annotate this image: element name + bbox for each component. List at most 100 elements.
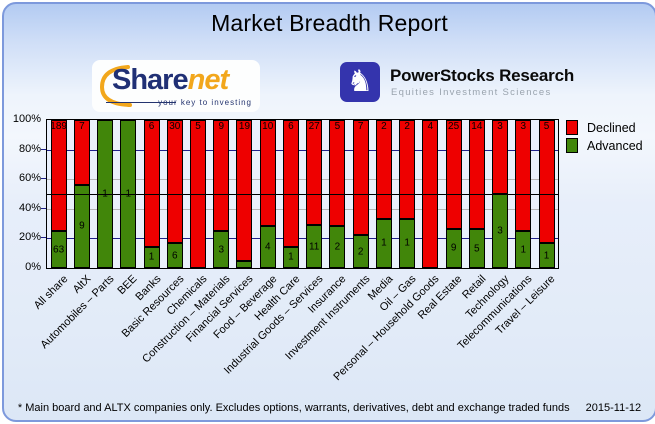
gridline-80	[47, 149, 558, 151]
declined-value-label: 3	[497, 121, 503, 132]
bar-segment-advanced	[538, 243, 555, 268]
sharenet-wordmark: Sharenet	[112, 64, 229, 97]
bar-Real Estate: 25 9	[442, 120, 465, 268]
declined-value-label: 189	[50, 121, 67, 132]
bar-Industrial Goods – Services: 27 11	[303, 120, 326, 268]
declined-value-label: 6	[148, 121, 155, 132]
sharenet-swoosh-icon	[99, 65, 132, 107]
bar-Oil – Gas: 21	[396, 120, 419, 268]
declined-value-label: 19	[238, 121, 251, 132]
bar-segment-advanced	[468, 229, 485, 268]
declined-value-label: 7	[357, 121, 364, 132]
y-axis-label: 100%	[12, 113, 41, 125]
gridline-50	[47, 194, 558, 195]
sharenet-tagline: your key to investing	[158, 98, 252, 107]
bar-Travel – Leisure: 51	[535, 120, 558, 268]
y-axis-tick	[41, 148, 46, 150]
bar-segment-declined	[375, 120, 392, 219]
advanced-value-label: 4	[264, 241, 271, 253]
bar-segment-advanced	[73, 184, 90, 268]
advanced-value-label: 63	[53, 244, 65, 255]
y-axis-label: 60%	[18, 172, 41, 185]
sharenet-text-main: Share	[112, 64, 189, 96]
x-axis-label: All share	[31, 273, 71, 312]
bar-segment-advanced	[236, 260, 253, 268]
bar-segment-declined	[166, 120, 183, 244]
bar-Investment Instruments: 72	[349, 120, 372, 268]
bar-segment-advanced	[329, 225, 346, 268]
bar-segment-declined	[538, 120, 555, 244]
declined-value-label: 5	[543, 121, 550, 132]
bar-segment-declined	[515, 120, 532, 231]
advanced-value-label: 1	[288, 251, 294, 263]
advanced-value-label: 3	[218, 244, 225, 255]
bar-segment-declined	[259, 120, 276, 226]
advanced-value-label: 2	[357, 246, 364, 258]
bar-segment-advanced	[166, 243, 183, 268]
bar-segment-declined	[306, 120, 323, 226]
bar-segment-declined	[468, 120, 485, 230]
declined-value-label: 30	[169, 121, 181, 132]
powerstocks-title: PowerStocks Research	[390, 66, 575, 85]
bar-segment-advanced	[515, 231, 532, 268]
plot-area: 1896379116130659319104612711527221214259…	[46, 119, 559, 269]
advanced-value-label: 2	[334, 241, 341, 253]
advanced-value-label: 1	[404, 237, 410, 249]
declined-value-label: 3	[520, 121, 527, 132]
declined-value-label: 2	[404, 121, 410, 132]
gridline-60	[47, 179, 558, 181]
declined-value-label: 5	[195, 121, 201, 132]
sharenet-logo: Sharenet your key to investing	[92, 60, 260, 112]
footer: * Main board and ALTX companies only. Ex…	[4, 402, 655, 414]
chess-knight-icon: ♞	[340, 62, 380, 102]
y-axis-tick	[41, 178, 46, 180]
advanced-value-label: 1	[148, 251, 155, 263]
legend-swatch	[566, 120, 578, 135]
footer-date: 2015-11-12	[585, 402, 642, 414]
bar-segment-declined	[213, 120, 230, 231]
gridline-40	[47, 208, 558, 210]
bar-Basic Resources: 30 6	[163, 120, 186, 268]
bar-segment-declined	[73, 120, 90, 185]
advanced-value-label: 5	[474, 243, 480, 255]
legend-label: Advanced	[587, 138, 643, 153]
declined-value-label: 2	[381, 121, 387, 132]
powerstocks-logo: ♞ PowerStocks Research Equities Investme…	[340, 62, 574, 110]
declined-value-label: 6	[288, 121, 294, 132]
y-axis-label: 20%	[18, 231, 41, 244]
sharenet-text-accent: net	[187, 64, 229, 96]
bar-segment-advanced	[375, 218, 392, 268]
y-axis-tick	[41, 237, 46, 239]
bar-All share: 189 63	[47, 120, 70, 268]
legend-label: Declined	[587, 120, 636, 135]
advanced-value-label: 3	[497, 225, 503, 237]
advanced-value-label: 1	[543, 250, 550, 262]
declined-value-label: 9	[218, 121, 225, 132]
bar-segment-advanced	[50, 231, 67, 268]
bar-segment-declined	[492, 120, 509, 194]
bar-segment-declined	[282, 120, 299, 247]
bar-segment-declined	[445, 120, 462, 229]
declined-value-label: 4	[427, 121, 434, 132]
y-axis-label: 80%	[18, 142, 41, 155]
bar-Construction – Materials: 93	[210, 120, 233, 268]
advanced-value-label: 6	[172, 250, 178, 262]
advanced-value-label: 11	[308, 241, 320, 253]
bar-segment-advanced	[306, 225, 323, 268]
bar-segment-declined	[352, 120, 369, 236]
bar-Food – Beverage: 10 4	[256, 120, 279, 268]
advanced-value-label: 1	[381, 237, 387, 249]
declined-value-label: 25	[448, 121, 460, 132]
advanced-value-label: 9	[79, 220, 85, 232]
legend-item-declined: Declined	[566, 120, 643, 135]
gridline-20	[47, 238, 558, 240]
bar-Retail: 14 5	[465, 120, 488, 268]
bars-container: 1896379116130659319104612711527221214259…	[47, 120, 558, 268]
advanced-value-label: 1	[520, 244, 527, 255]
